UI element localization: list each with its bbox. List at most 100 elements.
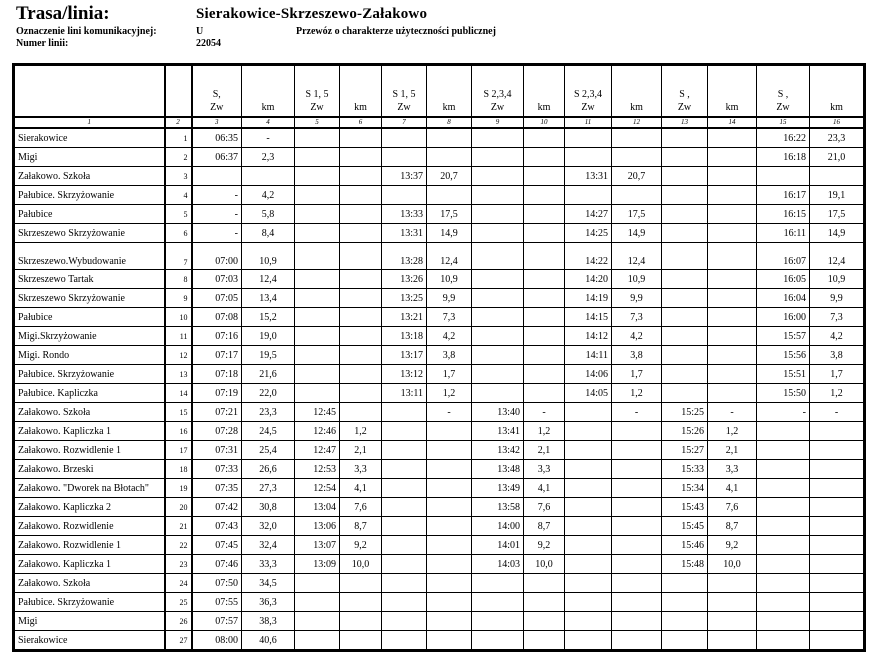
distance-km: 1,7: [611, 364, 662, 384]
departure-time: 12:46: [294, 421, 340, 441]
stop-number: 17: [164, 440, 193, 460]
departure-time: 14:05: [564, 383, 612, 403]
distance-km: [426, 421, 472, 441]
distance-km: 7,3: [426, 307, 472, 327]
distance-km: 12,4: [809, 242, 865, 270]
column-header: S , Zw: [661, 64, 708, 118]
column-number: 11: [564, 116, 612, 129]
distance-km: 32,4: [241, 535, 295, 555]
departure-time: [564, 147, 612, 167]
distance-km: 19,1: [809, 185, 865, 205]
distance-km: 30,8: [241, 497, 295, 517]
distance-km: [339, 326, 382, 346]
table-row: Pałubice 10 07:08 15,2 13:21 7,3 14:15 7,3 16:00…: [13, 307, 865, 327]
stop-name: Załakowo. Rozwidlenie 1: [13, 535, 166, 555]
departure-time: [294, 307, 340, 327]
stop-number: 12: [164, 345, 193, 365]
distance-km: [426, 611, 472, 631]
distance-km: 1,2: [809, 383, 865, 403]
departure-time: [294, 345, 340, 365]
table-row: Załakowo. Kapliczka 1 16 07:28 24,5 12:46 1,2…: [13, 421, 865, 441]
stop-name: Załakowo. Szkoła: [13, 166, 166, 186]
table-row: Skrzeszewo.Wybudowanie 7 07:00 10,9 13:28 12,…: [13, 242, 865, 270]
distance-km: [611, 185, 662, 205]
distance-km: [339, 242, 382, 270]
distance-km: [809, 516, 865, 536]
departure-time: [471, 345, 524, 365]
departure-time: [471, 269, 524, 289]
distance-km: [426, 147, 472, 167]
distance-km: [426, 630, 472, 651]
distance-km: [339, 364, 382, 384]
departure-time: 13:17: [381, 345, 427, 365]
distance-km: [523, 223, 565, 243]
departure-time: 15:33: [661, 459, 708, 479]
distance-km: 10,9: [809, 269, 865, 289]
distance-km: [611, 478, 662, 498]
departure-time: 14:03: [471, 554, 524, 574]
distance-km: [339, 147, 382, 167]
distance-km: 21,6: [241, 364, 295, 384]
table-row: Migi 2 06:37 2,3 16:18 21,0: [13, 147, 865, 167]
departure-time: 13:49: [471, 478, 524, 498]
stop-name: Skrzeszewo.Wybudowanie: [13, 242, 166, 270]
stop-number: 15: [164, 402, 193, 422]
distance-km: [339, 223, 382, 243]
departure-time: 07:17: [191, 345, 242, 365]
stop-name: Pałubice. Kapliczka: [13, 383, 166, 403]
distance-km: [523, 592, 565, 612]
stop-name: Załakowo. "Dworek na Błotach": [13, 478, 166, 498]
distance-km: 1,7: [809, 364, 865, 384]
departure-time: -: [756, 402, 810, 422]
distance-km: 9,2: [339, 535, 382, 555]
table-row: Załakowo. Szkoła 15 07:21 23,3 12:45-13:40- -…: [13, 402, 865, 422]
departure-time: 15:34: [661, 478, 708, 498]
distance-km: [339, 307, 382, 327]
service-note: Przewóz o charakterze użyteczności publi…: [296, 26, 496, 37]
distance-km: 4,2: [426, 326, 472, 346]
distance-km: [426, 592, 472, 612]
distance-km: [707, 592, 757, 612]
departure-time: 06:35: [191, 127, 242, 148]
distance-km: [523, 307, 565, 327]
departure-time: [564, 497, 612, 517]
distance-km: [339, 592, 382, 612]
distance-km: -: [523, 402, 565, 422]
distance-km: -: [611, 402, 662, 422]
departure-time: [191, 166, 242, 186]
departure-time: 14:00: [471, 516, 524, 536]
distance-km: [809, 573, 865, 593]
departure-time: [471, 307, 524, 327]
distance-km: [426, 185, 472, 205]
departure-time: [471, 223, 524, 243]
stop-number: 7: [164, 242, 193, 270]
column-header: km: [241, 64, 295, 118]
departure-time: 16:15: [756, 204, 810, 224]
stop-name: Pałubice. Skrzyżowanie: [13, 592, 166, 612]
distance-km: 19,5: [241, 345, 295, 365]
departure-time: [381, 147, 427, 167]
distance-km: [523, 269, 565, 289]
departure-time: [294, 364, 340, 384]
departure-time: [294, 592, 340, 612]
distance-km: 10,0: [707, 554, 757, 574]
table-row: Sierakowice 27 08:00 40,6: [13, 630, 865, 651]
column-number: 8: [426, 116, 472, 129]
distance-km: 19,0: [241, 326, 295, 346]
distance-km: 34,5: [241, 573, 295, 593]
departure-time: [661, 269, 708, 289]
departure-time: 16:05: [756, 269, 810, 289]
distance-km: 2,1: [339, 440, 382, 460]
distance-km: [611, 535, 662, 555]
distance-km: 2,1: [707, 440, 757, 460]
table-row: Załakowo. Brzeski 18 07:33 26,6 12:53 3,3 13:4…: [13, 459, 865, 479]
distance-km: 8,7: [707, 516, 757, 536]
table-row: Skrzeszewo Skrzyżowanie 6-8,4 13:31 14,9 14:…: [13, 223, 865, 243]
distance-km: [707, 204, 757, 224]
distance-km: [611, 573, 662, 593]
departure-time: 15:56: [756, 345, 810, 365]
departure-time: -: [191, 223, 242, 243]
departure-time: 13:41: [471, 421, 524, 441]
distance-km: 36,3: [241, 592, 295, 612]
distance-km: [426, 573, 472, 593]
